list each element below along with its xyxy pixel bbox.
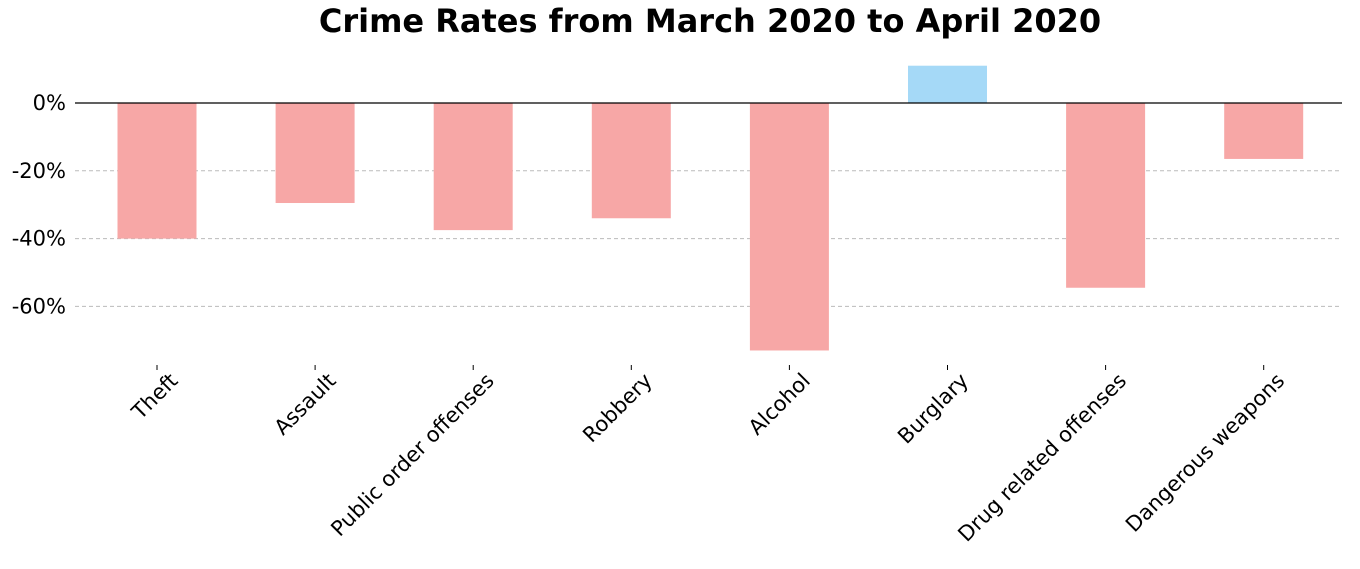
y-tick-labels: 0% -20% -40% -60% [12, 91, 66, 318]
y-tick-label: -60% [12, 294, 66, 318]
bars [117, 65, 1304, 351]
bar-dangerous-weapons [1224, 103, 1304, 159]
x-tick-label: Robbery [578, 369, 657, 448]
gridlines [75, 170, 1342, 307]
x-tick-label: Public order offenses [326, 369, 498, 541]
bar-burglary [908, 65, 987, 103]
x-tick-label: Alcohol [744, 369, 815, 440]
x-tick-label: Theft [126, 369, 182, 425]
x-tick-label: Assault [270, 369, 341, 440]
bar-public-order-offenses [433, 103, 513, 231]
y-tick-label: 0% [33, 91, 66, 115]
y-tick-label: -20% [12, 159, 66, 183]
chart-title: Crime Rates from March 2020 to April 202… [318, 2, 1102, 40]
bar-assault [275, 103, 355, 204]
bar-theft [117, 103, 197, 239]
x-tick-label: Dangerous weapons [1121, 369, 1289, 537]
y-tick-label: -40% [12, 227, 66, 251]
bar-alcohol [749, 103, 829, 351]
x-tick-label: Burglary [893, 369, 973, 449]
bar-drug-related-offenses [1066, 103, 1146, 288]
x-tick-label: Drug related offenses [953, 369, 1131, 547]
bar-robbery [591, 103, 671, 219]
